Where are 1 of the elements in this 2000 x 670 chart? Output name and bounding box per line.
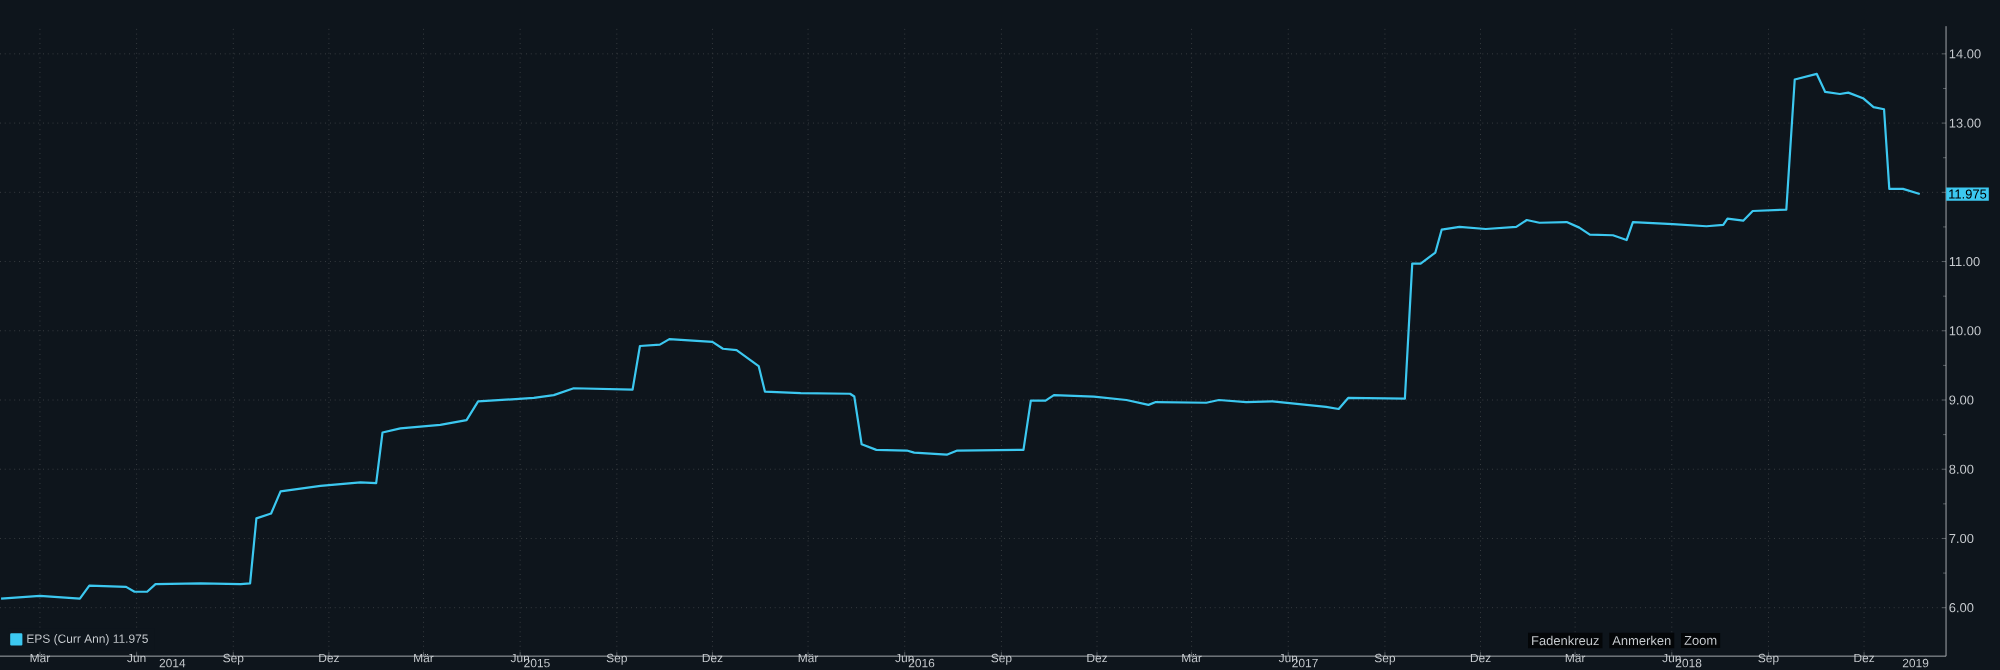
- line-series: [0, 72, 1921, 600]
